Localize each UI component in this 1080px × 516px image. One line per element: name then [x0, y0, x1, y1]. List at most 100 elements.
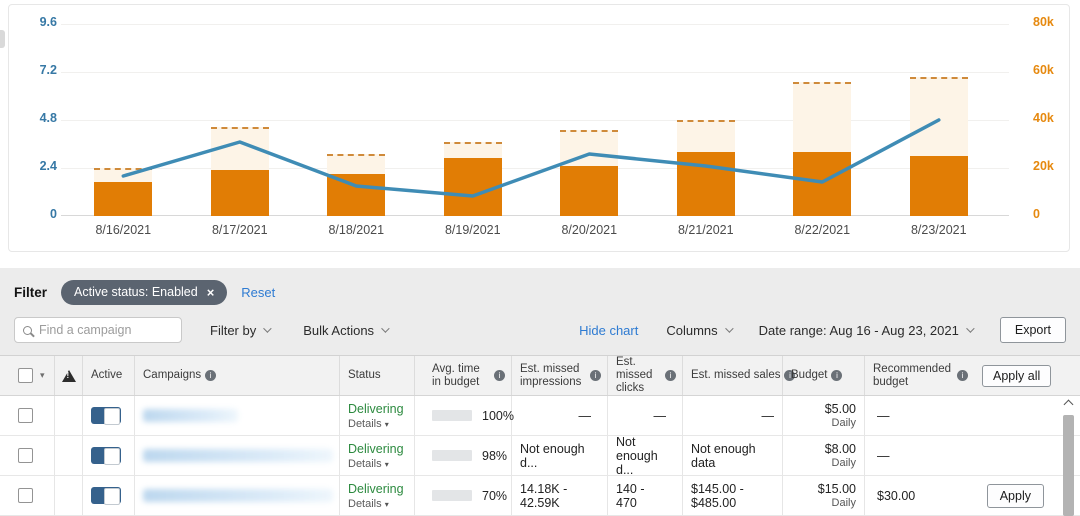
details-dropdown[interactable]: Details ▾ [348, 418, 389, 430]
alert-cell [55, 396, 83, 435]
details-dropdown[interactable]: Details ▾ [348, 498, 389, 510]
select-all-checkbox[interactable] [18, 368, 33, 383]
est-missed-clicks-value: — [608, 396, 683, 435]
active-toggle[interactable] [91, 407, 121, 424]
time-in-budget-percent: 98% [482, 449, 507, 463]
x-axis-label: 8/23/2021 [881, 223, 998, 237]
campaign-table-section: Filter Active status: Enabled × Reset Fi… [0, 268, 1080, 516]
header-alerts [55, 356, 83, 395]
chevron-down-icon: ▾ [385, 420, 389, 429]
metric-line [65, 24, 997, 216]
hide-chart-link[interactable]: Hide chart [579, 323, 638, 338]
header-select-all: ▾ [0, 356, 55, 395]
x-axis-label: 8/17/2021 [182, 223, 299, 237]
est-missed-sales-value: — [683, 396, 783, 435]
details-dropdown[interactable]: Details ▾ [348, 458, 389, 470]
chevron-down-icon [966, 324, 974, 332]
date-range-dropdown[interactable]: Date range: Aug 16 - Aug 23, 2021 [759, 323, 972, 338]
time-in-budget-bar [432, 490, 472, 501]
header-campaigns: Campaigns i [135, 356, 340, 395]
chevron-down-icon: ▾ [385, 500, 389, 509]
header-est-missed-impressions: Est. missed impressions i [512, 356, 608, 395]
remove-filter-icon[interactable]: × [207, 285, 215, 300]
x-axis-label: 8/22/2021 [764, 223, 881, 237]
time-in-budget-percent: 100% [482, 409, 514, 423]
header-active: Active [83, 356, 135, 395]
row-checkbox[interactable] [18, 408, 33, 423]
info-icon[interactable]: i [590, 370, 601, 381]
apply-all-button[interactable]: Apply all [982, 365, 1051, 387]
reset-filters-link[interactable]: Reset [241, 285, 275, 300]
filter-pill-text: Active status: Enabled [74, 285, 198, 299]
est-missed-impressions-value: — [512, 396, 608, 435]
chevron-down-icon[interactable]: ▾ [40, 370, 45, 381]
row-checkbox[interactable] [18, 488, 33, 503]
performance-chart-card: 8/16/20218/17/20218/18/20218/19/20218/20… [8, 4, 1070, 252]
table-body: DeliveringDetails ▾100%———$5.00Daily—Del… [0, 396, 1080, 516]
campaign-name-blur[interactable] [143, 489, 333, 502]
campaign-row: DeliveringDetails ▾70%14.18K - 42.59K140… [0, 476, 1080, 516]
row-checkbox[interactable] [18, 448, 33, 463]
campaign-name-blur[interactable] [143, 409, 238, 422]
y-axis-tick-left: 9.6 [15, 15, 57, 29]
active-toggle[interactable] [91, 487, 121, 504]
budget-cadence: Daily [832, 497, 856, 509]
info-icon[interactable]: i [494, 370, 505, 381]
y-axis-tick-left: 7.2 [15, 63, 57, 77]
table-header: ▾ Active Campaigns i Status Avg. time in… [0, 356, 1080, 396]
status-delivering: Delivering [348, 442, 404, 456]
campaign-row: DeliveringDetails ▾98%Not enough d...Not… [0, 436, 1080, 476]
campaigns-table: ▾ Active Campaigns i Status Avg. time in… [0, 355, 1080, 516]
campaign-row: DeliveringDetails ▾100%———$5.00Daily— [0, 396, 1080, 436]
y-axis-tick-right: 80k [1033, 15, 1073, 29]
header-budget: Budget i [783, 356, 865, 395]
warning-icon [62, 370, 76, 382]
chevron-down-icon [263, 324, 271, 332]
header-status: Status [340, 356, 415, 395]
columns-dropdown[interactable]: Columns [666, 323, 730, 338]
apply-button[interactable]: Apply [987, 484, 1044, 508]
recommended-budget-value: $30.00 [873, 489, 915, 503]
y-axis-tick-right: 20k [1033, 159, 1073, 173]
info-icon[interactable]: i [205, 370, 216, 381]
budget-amount: $5.00 [825, 402, 856, 416]
recommended-budget-value: — [873, 409, 890, 423]
budget-amount: $15.00 [818, 482, 856, 496]
search-icon [23, 326, 32, 335]
y-axis-tick-right: 40k [1033, 111, 1073, 125]
campaign-search-box[interactable] [14, 317, 182, 343]
bulk-actions-dropdown[interactable]: Bulk Actions [303, 323, 387, 338]
header-recommended-budget: Recommended budget i Apply all [865, 356, 1080, 395]
est-missed-clicks-value: 140 - 470 [608, 476, 683, 515]
alert-cell [55, 476, 83, 515]
header-est-missed-clicks: Est. missed clicks i [608, 356, 683, 395]
info-icon[interactable]: i [957, 370, 968, 381]
table-scrollbar[interactable] [1062, 398, 1076, 516]
amazon-ads-campaign-manager: 8/16/20218/17/20218/18/20218/19/20218/20… [0, 0, 1080, 516]
x-axis-label: 8/19/2021 [415, 223, 532, 237]
est-missed-sales-value: Not enough data [683, 436, 783, 475]
active-status-filter-pill[interactable]: Active status: Enabled × [61, 280, 227, 305]
filter-by-dropdown[interactable]: Filter by [210, 323, 269, 338]
chevron-down-icon [381, 324, 389, 332]
active-toggle[interactable] [91, 447, 121, 464]
x-axis-label: 8/20/2021 [531, 223, 648, 237]
y-axis-tick-left: 0 [15, 207, 57, 221]
filter-label: Filter [14, 285, 47, 300]
status-delivering: Delivering [348, 482, 404, 496]
table-toolbar: Filter by Bulk Actions Hide chart Column… [0, 316, 1080, 344]
scrollbar-thumb[interactable] [1063, 415, 1074, 516]
scroll-up-icon[interactable] [1064, 400, 1074, 410]
header-est-missed-sales: Est. missed sales i [683, 356, 783, 395]
budget-cadence: Daily [832, 417, 856, 429]
recommended-budget-value: — [873, 449, 890, 463]
chevron-down-icon [725, 324, 733, 332]
header-avg-time-in-budget: Avg. time in budget i [415, 356, 512, 395]
export-button[interactable]: Export [1000, 317, 1066, 343]
info-icon[interactable]: i [665, 370, 676, 381]
campaign-name-blur[interactable] [143, 449, 333, 462]
chevron-down-icon: ▾ [385, 460, 389, 469]
search-input[interactable] [39, 323, 159, 337]
est-missed-sales-value: $145.00 - $485.00 [683, 476, 783, 515]
info-icon[interactable]: i [831, 370, 842, 381]
